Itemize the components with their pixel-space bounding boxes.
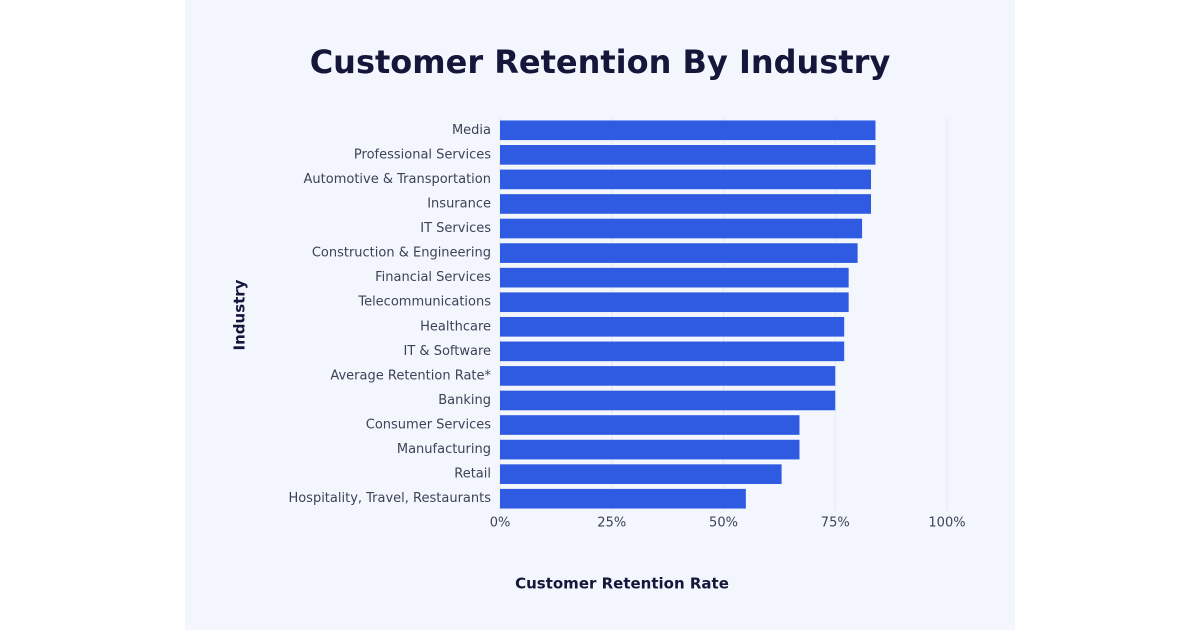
bar xyxy=(500,390,836,411)
bar xyxy=(500,488,746,509)
y-tick-label: IT & Software xyxy=(404,344,491,359)
panel xyxy=(185,0,1015,630)
bar xyxy=(500,120,876,141)
bar xyxy=(500,194,872,214)
y-tick-label: Hospitality, Travel, Restaurants xyxy=(288,491,491,506)
y-tick-label: Manufacturing xyxy=(397,442,491,457)
y-tick-label: Retail xyxy=(454,467,491,482)
y-tick-label: Healthcare xyxy=(420,319,491,334)
x-tick-label: 0% xyxy=(490,516,511,531)
chart-title: Customer Retention By Industry xyxy=(310,43,891,81)
y-tick-label: Professional Services xyxy=(354,147,491,162)
y-tick-label: Media xyxy=(452,123,491,138)
y-tick-label: Average Retention Rate* xyxy=(330,368,491,383)
y-tick-label: Financial Services xyxy=(375,270,491,285)
bar xyxy=(500,316,845,337)
bar xyxy=(500,145,876,165)
y-tick-label: Construction & Engineering xyxy=(312,246,491,261)
bar xyxy=(500,169,872,190)
y-tick-label: Consumer Services xyxy=(366,418,491,433)
y-tick-label: Insurance xyxy=(427,196,491,211)
bar xyxy=(500,267,849,288)
y-tick-label: IT Services xyxy=(420,221,491,236)
bar xyxy=(500,415,800,435)
x-tick-label: 25% xyxy=(597,516,626,531)
bar xyxy=(500,341,845,362)
bar xyxy=(500,366,836,386)
x-tick-label: 75% xyxy=(821,516,850,531)
bar xyxy=(500,292,849,313)
x-tick-label: 100% xyxy=(928,516,965,531)
y-tick-label: Banking xyxy=(438,393,491,408)
y-tick-label: Automotive & Transportation xyxy=(304,172,491,187)
y-axis-title: Industry xyxy=(231,279,249,350)
bar xyxy=(500,464,782,484)
bar xyxy=(500,243,858,263)
x-axis-title: Customer Retention Rate xyxy=(515,575,729,593)
y-tick-label: Telecommunications xyxy=(357,295,491,310)
x-tick-label: 50% xyxy=(709,516,738,531)
bar xyxy=(500,439,800,460)
bar xyxy=(500,218,863,239)
